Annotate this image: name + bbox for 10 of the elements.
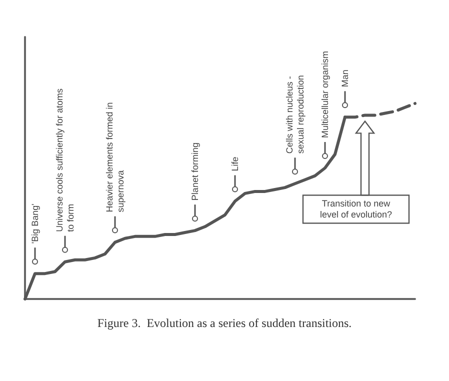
annotation: Life [230,156,240,172]
text: Figure 3. Evolution as a series of sudden transitions. [97,316,352,330]
annotation: Universe cools sufficiently for atoms to form [54,88,76,232]
annotation: Heavier elements formed in supernova [104,102,126,212]
annotation: Transition to new level of evolution? [320,198,392,220]
annotation: Planet forming [190,142,200,201]
text: Man [340,70,350,88]
annotation: Multicellular organism [320,50,330,138]
annotation: 'Big Bang' [30,203,40,244]
annotation: Cells with nucleus - sexual reproduction [284,75,306,154]
